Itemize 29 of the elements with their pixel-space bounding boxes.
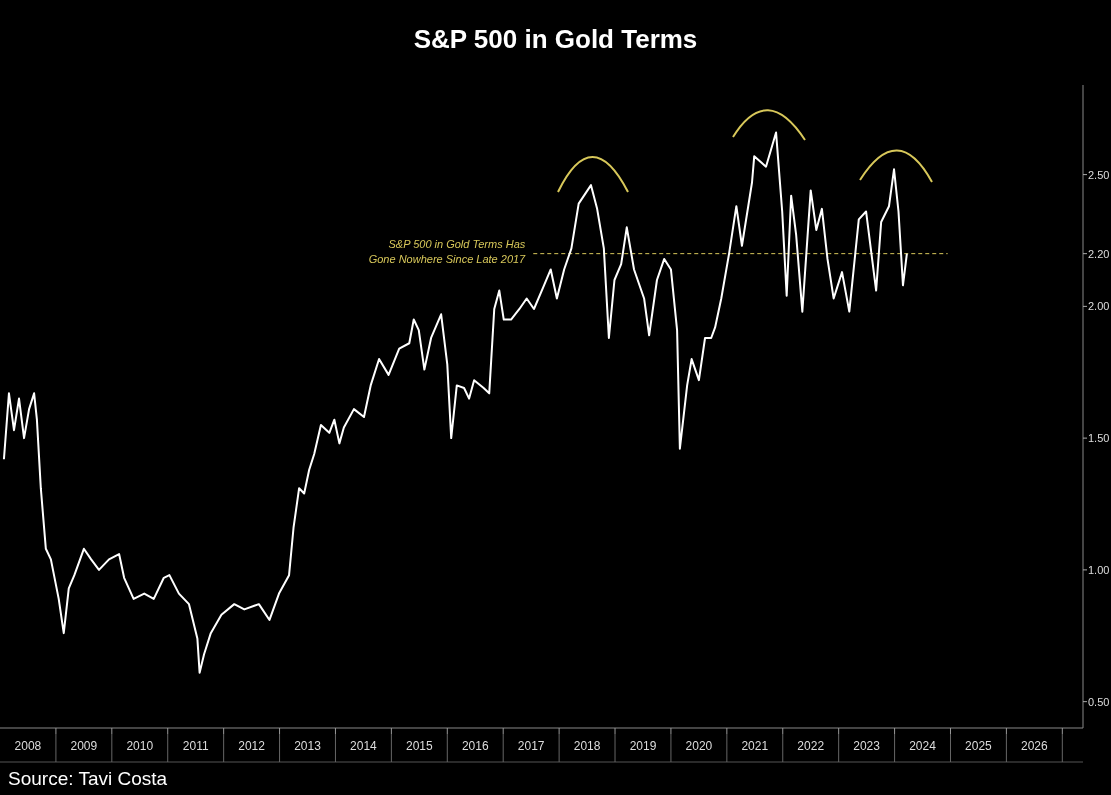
- y-tick-label: 1.00: [1088, 563, 1110, 576]
- x-tick-label: 2008: [14, 739, 42, 753]
- x-tick-label: 2011: [182, 739, 209, 753]
- x-tick-label: 2014: [350, 739, 378, 753]
- x-tick-label: 2017: [517, 739, 545, 753]
- y-tick-label: 2.00: [1088, 300, 1110, 313]
- x-tick-label: 2023: [853, 739, 881, 753]
- x-tick-label: 2018: [573, 739, 601, 753]
- y-tick-label: 1.50: [1088, 432, 1110, 445]
- y-tick-label: 0.50: [1088, 695, 1110, 708]
- ref-line-label: S&P 500 in Gold Terms Has Gone Nowhere Since Late 2017: [368, 237, 527, 265]
- x-tick-label: 2010: [126, 739, 154, 753]
- x-tick-label: 2016: [461, 739, 489, 753]
- y-tick-label: 2.20: [1088, 247, 1110, 260]
- x-tick-label: 2015: [405, 739, 433, 753]
- x-tick-label: 2025: [965, 739, 993, 753]
- line-series: [2, 131, 908, 674]
- x-tick-label: 2022: [797, 739, 825, 753]
- y-tick-label: 2.50: [1088, 168, 1110, 181]
- x-tick-label: 2020: [685, 739, 713, 753]
- x-tick-label: 2021: [741, 739, 769, 753]
- source-note: Source: Tavi Costa: [8, 768, 168, 789]
- chart-title: S&P 500 in Gold Terms: [413, 24, 698, 54]
- x-tick-label: 2013: [294, 739, 322, 753]
- x-tick-label: 2012: [238, 739, 266, 753]
- x-tick-label: 2024: [909, 739, 937, 753]
- x-tick-label: 2026: [1021, 739, 1049, 753]
- x-tick-label: 2009: [70, 739, 98, 753]
- x-tick-label: 2019: [629, 739, 657, 753]
